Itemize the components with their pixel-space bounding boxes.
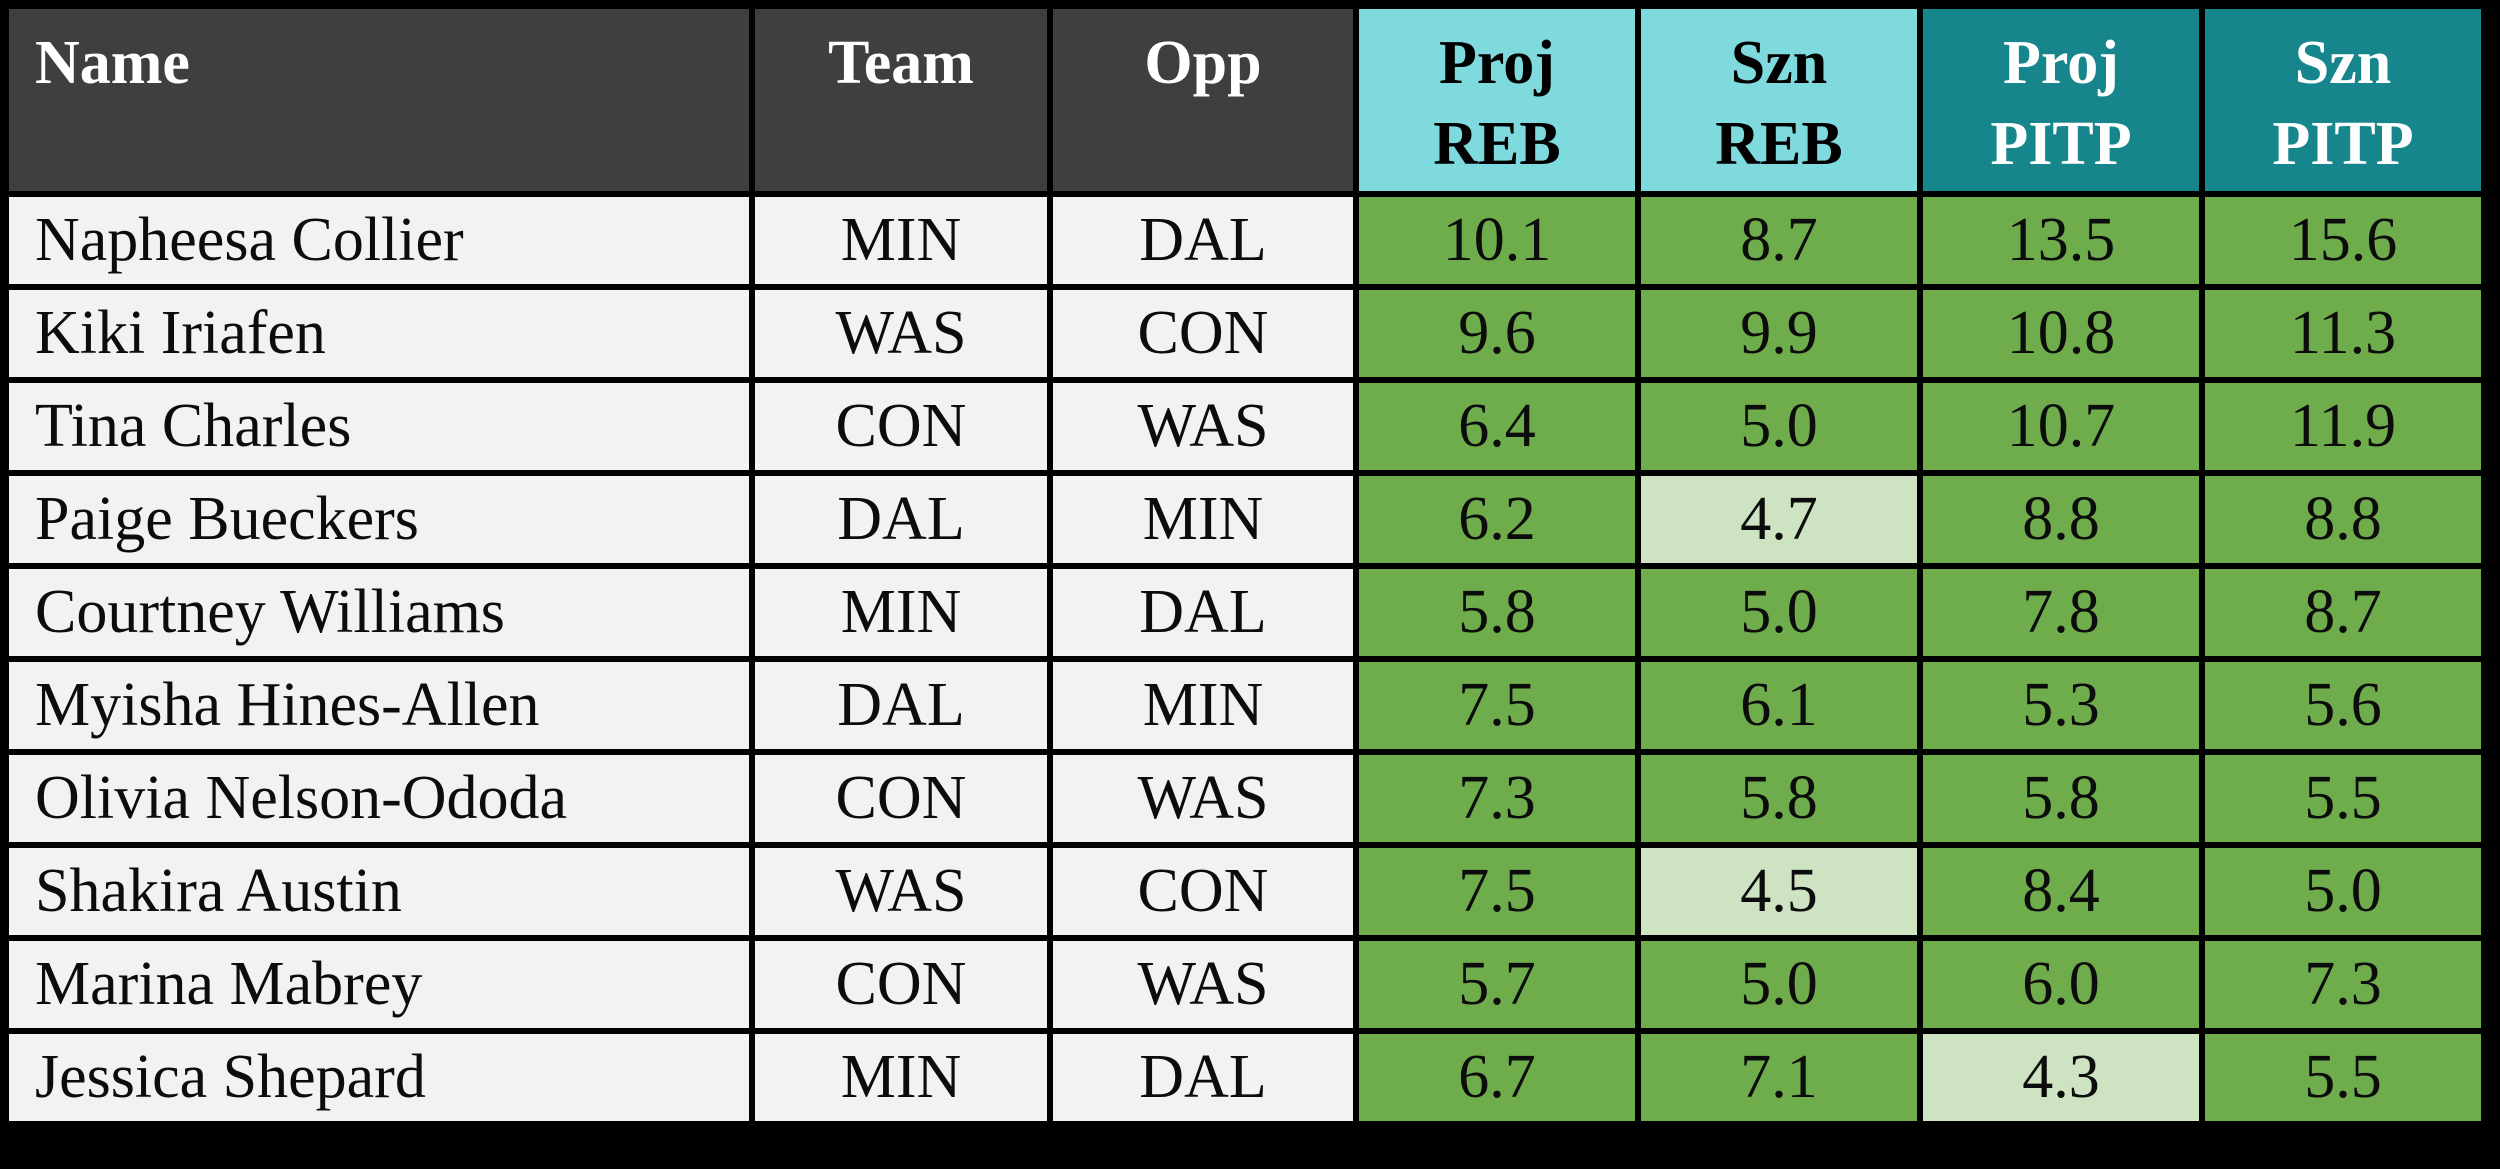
szn-reb-cell: 5.0 — [1641, 941, 1917, 1028]
header-row: Name Team Opp Proj REB Szn REB Proj PITP… — [9, 9, 2481, 191]
table-row: Tina Charles CON WAS 6.4 5.0 10.7 11.9 — [9, 383, 2481, 470]
proj-reb-cell: 10.1 — [1359, 197, 1635, 284]
szn-reb-cell: 7.1 — [1641, 1034, 1917, 1121]
column-header-szn-pitp: Szn PITP — [2205, 9, 2481, 191]
szn-reb-cell: 9.9 — [1641, 290, 1917, 377]
team-cell: MIN — [755, 1034, 1047, 1121]
player-name-cell: Tina Charles — [9, 383, 749, 470]
team-cell: CON — [755, 383, 1047, 470]
proj-pitp-cell: 6.0 — [1923, 941, 2199, 1028]
player-name-cell: Jessica Shepard — [9, 1034, 749, 1121]
table-row: Kiki Iriafen WAS CON 9.6 9.9 10.8 11.3 — [9, 290, 2481, 377]
szn-pitp-cell: 5.5 — [2205, 1034, 2481, 1121]
szn-pitp-cell: 8.8 — [2205, 476, 2481, 563]
column-header-proj-reb: Proj REB — [1359, 9, 1635, 191]
szn-reb-cell: 8.7 — [1641, 197, 1917, 284]
team-cell: DAL — [755, 662, 1047, 749]
opp-cell: DAL — [1053, 569, 1353, 656]
table-row: Olivia Nelson-Ododa CON WAS 7.3 5.8 5.8 … — [9, 755, 2481, 842]
team-cell: CON — [755, 941, 1047, 1028]
proj-reb-cell: 7.5 — [1359, 662, 1635, 749]
column-header-team: Team — [755, 9, 1047, 191]
opp-cell: CON — [1053, 290, 1353, 377]
opp-cell: WAS — [1053, 755, 1353, 842]
table-row: Jessica Shepard MIN DAL 6.7 7.1 4.3 5.5 — [9, 1034, 2481, 1121]
player-name-cell: Olivia Nelson-Ododa — [9, 755, 749, 842]
szn-pitp-cell: 11.3 — [2205, 290, 2481, 377]
proj-reb-cell: 6.2 — [1359, 476, 1635, 563]
szn-reb-cell: 4.5 — [1641, 848, 1917, 935]
proj-pitp-cell: 10.8 — [1923, 290, 2199, 377]
team-cell: WAS — [755, 290, 1047, 377]
proj-pitp-cell: 5.3 — [1923, 662, 2199, 749]
table-row: Courtney Williams MIN DAL 5.8 5.0 7.8 8.… — [9, 569, 2481, 656]
szn-pitp-cell: 15.6 — [2205, 197, 2481, 284]
opp-cell: DAL — [1053, 1034, 1353, 1121]
szn-reb-cell: 6.1 — [1641, 662, 1917, 749]
szn-pitp-cell: 5.6 — [2205, 662, 2481, 749]
stats-graphic: Name Team Opp Proj REB Szn REB Proj PITP… — [3, 3, 2487, 1127]
player-name-cell: Courtney Williams — [9, 569, 749, 656]
column-header-name: Name — [9, 9, 749, 191]
proj-pitp-cell: 7.8 — [1923, 569, 2199, 656]
proj-pitp-cell: 8.8 — [1923, 476, 2199, 563]
opp-cell: CON — [1053, 848, 1353, 935]
opp-cell: DAL — [1053, 197, 1353, 284]
team-cell: DAL — [755, 476, 1047, 563]
szn-reb-cell: 4.7 — [1641, 476, 1917, 563]
szn-pitp-cell: 8.7 — [2205, 569, 2481, 656]
proj-pitp-cell: 10.7 — [1923, 383, 2199, 470]
proj-reb-cell: 5.8 — [1359, 569, 1635, 656]
table-row: Paige Bueckers DAL MIN 6.2 4.7 8.8 8.8 — [9, 476, 2481, 563]
player-name-cell: Paige Bueckers — [9, 476, 749, 563]
player-name-cell: Shakira Austin — [9, 848, 749, 935]
proj-reb-cell: 7.5 — [1359, 848, 1635, 935]
table-row: Shakira Austin WAS CON 7.5 4.5 8.4 5.0 — [9, 848, 2481, 935]
team-cell: WAS — [755, 848, 1047, 935]
szn-pitp-cell: 5.5 — [2205, 755, 2481, 842]
player-name-cell: Marina Mabrey — [9, 941, 749, 1028]
player-name-cell: Myisha Hines-Allen — [9, 662, 749, 749]
proj-pitp-cell: 8.4 — [1923, 848, 2199, 935]
proj-pitp-cell: 5.8 — [1923, 755, 2199, 842]
szn-pitp-cell: 5.0 — [2205, 848, 2481, 935]
szn-pitp-cell: 11.9 — [2205, 383, 2481, 470]
player-projections-table: Name Team Opp Proj REB Szn REB Proj PITP… — [3, 3, 2487, 1127]
table-row: Napheesa Collier MIN DAL 10.1 8.7 13.5 1… — [9, 197, 2481, 284]
proj-reb-cell: 9.6 — [1359, 290, 1635, 377]
szn-reb-cell: 5.0 — [1641, 383, 1917, 470]
player-name-cell: Napheesa Collier — [9, 197, 749, 284]
proj-reb-cell: 7.3 — [1359, 755, 1635, 842]
team-cell: MIN — [755, 197, 1047, 284]
opp-cell: WAS — [1053, 941, 1353, 1028]
proj-pitp-cell: 4.3 — [1923, 1034, 2199, 1121]
opp-cell: WAS — [1053, 383, 1353, 470]
team-cell: CON — [755, 755, 1047, 842]
column-header-opp: Opp — [1053, 9, 1353, 191]
proj-reb-cell: 6.4 — [1359, 383, 1635, 470]
szn-pitp-cell: 7.3 — [2205, 941, 2481, 1028]
table-row: Marina Mabrey CON WAS 5.7 5.0 6.0 7.3 — [9, 941, 2481, 1028]
szn-reb-cell: 5.0 — [1641, 569, 1917, 656]
team-cell: MIN — [755, 569, 1047, 656]
table-row: Myisha Hines-Allen DAL MIN 7.5 6.1 5.3 5… — [9, 662, 2481, 749]
player-name-cell: Kiki Iriafen — [9, 290, 749, 377]
column-header-proj-pitp: Proj PITP — [1923, 9, 2199, 191]
proj-reb-cell: 6.7 — [1359, 1034, 1635, 1121]
opp-cell: MIN — [1053, 476, 1353, 563]
szn-reb-cell: 5.8 — [1641, 755, 1917, 842]
proj-reb-cell: 5.7 — [1359, 941, 1635, 1028]
opp-cell: MIN — [1053, 662, 1353, 749]
proj-pitp-cell: 13.5 — [1923, 197, 2199, 284]
column-header-szn-reb: Szn REB — [1641, 9, 1917, 191]
